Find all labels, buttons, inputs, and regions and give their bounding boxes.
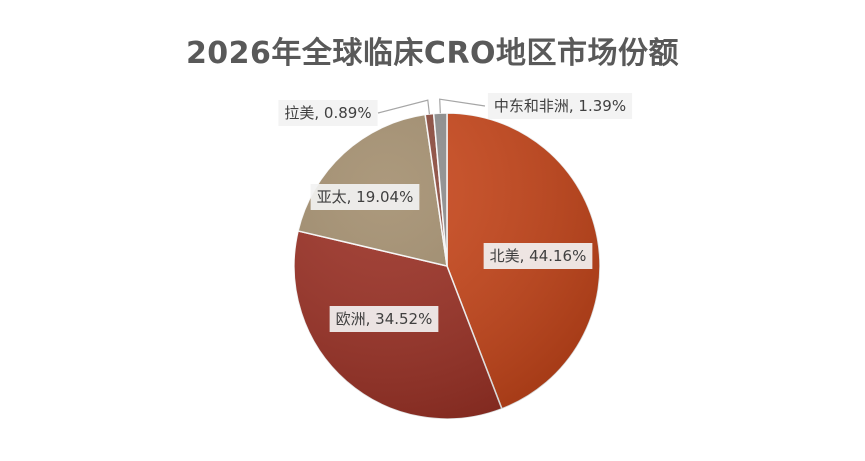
slice-label-4: 拉美, 0.89% (278, 100, 378, 126)
leader-lines (377, 98, 486, 115)
leader-line-4 (377, 99, 430, 115)
slice-label-text-2: 欧洲, 34.52% (336, 310, 433, 328)
slice-label-text-4: 拉美, 0.89% (284, 104, 371, 122)
slice-label-2: 欧洲, 34.52% (329, 306, 439, 332)
leader-line-5 (439, 98, 486, 114)
slice-label-text-1: 北美, 44.16% (490, 247, 587, 265)
slice-labels: 北美, 44.16% 欧洲, 34.52% 亚太, 19.04% 拉美, 0.89% 中… (278, 93, 633, 332)
slice-label-3: 亚太, 19.04% (310, 184, 420, 210)
chart-title: 2026年全球临床CRO地区市场份额 (185, 36, 680, 71)
slice-label-5: 中东和非洲, 1.39% (487, 93, 633, 119)
slice-label-1: 北美, 44.16% (483, 243, 593, 269)
slice-label-text-5: 中东和非洲, 1.39% (494, 97, 626, 115)
slice-label-text-3: 亚太, 19.04% (317, 188, 414, 206)
